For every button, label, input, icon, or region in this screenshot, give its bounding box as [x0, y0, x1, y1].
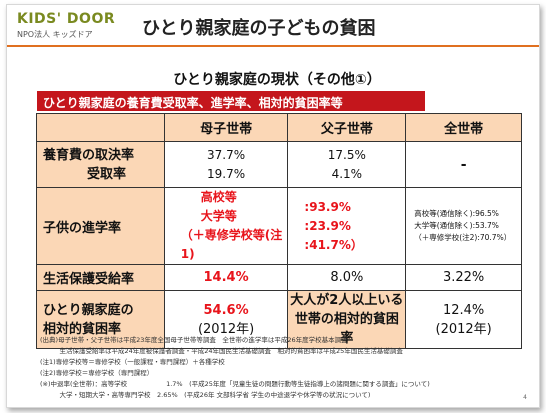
note-line: (出典)母子世帯・父子世帯は平成23年度全国母子世帯等調査 全世帯の進学率は平成…	[40, 336, 348, 344]
university-rate: :23.9%	[304, 218, 351, 233]
page-number: 4	[523, 394, 527, 401]
table-row-child-support: 養育費の取決率 受取率 37.7% 19.7% 17.5% 4.1% -	[36, 141, 522, 188]
section-banner: ひとり親家庭の養育費受取率、進学率、相対的貧困率等	[37, 91, 425, 111]
all-high-school-rate: 高校等(通信除く):96.5%	[414, 209, 499, 218]
poverty-all: 12.4% (2012年)	[405, 290, 522, 349]
logo-subtext: NPO法人 キッズドア	[17, 30, 93, 39]
statistics-table: 母子世帯 父子世帯 全世帯 養育費の取決率 受取率 37.7% 19.7% 17…	[36, 113, 522, 349]
row-label-advancement: 子供の進学率	[36, 187, 165, 265]
child-support-mother: 37.7% 19.7%	[163, 141, 289, 188]
welfare-mother: 14.4%	[163, 264, 289, 291]
high-school-label: 高校等	[200, 190, 237, 204]
poverty-label-line2: 相対的貧困率	[43, 321, 122, 337]
all-vocational-rate: （＋専修学校(注2):70.7%）	[414, 233, 512, 242]
single-parent-poverty-rate: 54.6%	[203, 302, 249, 318]
row-label-child-support: 養育費の取決率 受取率	[36, 141, 165, 188]
note-line: (※)中退率(全世帯)：高等学校 1.7% (平成25年度「児童生徒の問題行動等…	[40, 380, 430, 388]
logo-text: KIDS' DOOR	[17, 11, 116, 27]
two-adult-poverty-year: (2012年)	[435, 321, 492, 337]
poverty-two-adult-label: 大人が2人以上いる 世帯の相対的貧困率	[287, 290, 407, 349]
university-label: 大学等	[200, 209, 237, 223]
column-header-mother: 母子世帯	[163, 113, 289, 142]
two-adult-label-line2: 世帯の相対的貧困率	[294, 312, 399, 346]
slide: KIDS' DOOR NPO法人 キッズドア ひとり親家庭の子どもの貧困 ひとり…	[6, 4, 540, 408]
father-agreement-rate: 17.5%	[327, 147, 366, 162]
child-support-label: 養育費の取決率	[43, 147, 135, 163]
poverty-label-line1: ひとり親家庭の	[43, 302, 134, 318]
note-line: (注2)専修学校＝専修学校（専門課程）	[40, 369, 154, 377]
header-empty-cell	[36, 113, 165, 142]
kidsdoor-logo: KIDS' DOOR NPO法人 キッズドア	[17, 11, 117, 41]
note-line: 生活保護受給率は平成24年度被保護者調査・平成24年国民生活基礎調査 相対的貧困…	[40, 347, 403, 355]
header: KIDS' DOOR NPO法人 キッズドア ひとり親家庭の子どもの貧困	[7, 5, 539, 47]
column-header-father: 父子世帯	[287, 113, 407, 142]
receipt-label: 受取率	[87, 166, 127, 182]
two-adult-poverty-rate: 12.4%	[442, 302, 485, 318]
advancement-all: 高校等(通信除く):96.5% 大学等(通信除く):53.7% （＋専修学校(注…	[405, 187, 522, 265]
child-support-all: -	[405, 141, 522, 188]
advancement-categories: 高校等 大学等 （＋専修学校等(注1)	[163, 187, 289, 265]
father-receipt-rate: 4.1%	[331, 166, 363, 181]
single-parent-poverty-year: (2012年)	[197, 321, 255, 337]
vocational-label: （＋専修学校等(注1)	[180, 228, 283, 261]
row-label-welfare: 生活保護受給率	[36, 264, 165, 291]
table-header-row: 母子世帯 父子世帯 全世帯	[36, 113, 522, 142]
all-university-rate: 大学等(通信除く):53.7%	[414, 221, 499, 230]
row-label-poverty: ひとり親家庭の 相対的貧困率	[36, 290, 165, 349]
two-adult-label-line1: 大人が2人以上いる	[290, 293, 404, 308]
high-school-rate: :93.9%	[304, 199, 351, 214]
table-row-poverty: ひとり親家庭の 相対的貧困率 54.6% (2012年) 大人が2人以上いる 世…	[36, 290, 522, 349]
page-title: ひとり親家庭の子どもの貧困	[142, 18, 376, 39]
note-line: (注1)専修学校等＝専修学校（一般課程・専門課程）＋各種学校	[40, 358, 225, 366]
welfare-father: 8.0%	[287, 264, 407, 291]
advancement-rates: :93.9% :23.9% :41.7%）	[287, 187, 407, 265]
slide-subtitle: ひとり親家庭の現状（その他①）	[173, 72, 381, 88]
mother-agreement-rate: 37.7%	[207, 147, 246, 162]
column-header-all: 全世帯	[405, 113, 522, 142]
child-support-father: 17.5% 4.1%	[287, 141, 407, 188]
welfare-all: 3.22%	[405, 264, 522, 291]
vocational-rate: :41.7%）	[304, 237, 363, 252]
mother-receipt-rate: 19.7%	[207, 166, 246, 181]
table-row-welfare: 生活保護受給率 14.4% 8.0% 3.22%	[36, 264, 522, 291]
table-row-advancement: 子供の進学率 高校等 大学等 （＋専修学校等(注1) :93.9% :23.9%…	[36, 187, 522, 265]
source-notes: (出典)母子世帯・父子世帯は平成23年度全国母子世帯等調査 全世帯の進学率は平成…	[40, 335, 520, 401]
note-line: 大学・短期大学・高等専門学校 2.65% (平成26年 文部科学省 学生の中途退…	[40, 391, 371, 399]
